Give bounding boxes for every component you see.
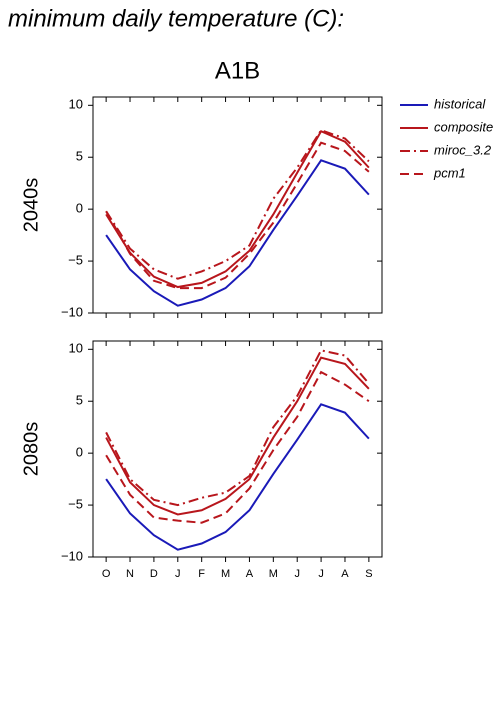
y-tick-label: 10 (69, 97, 83, 112)
x-tick-label: S (365, 568, 372, 580)
x-tick-label: A (246, 568, 254, 580)
plot-frame (92, 340, 383, 558)
y-tick-label: −10 (61, 304, 83, 319)
series-line (105, 141, 370, 290)
x-tick-label: D (150, 568, 158, 580)
legend-label: pcm1 (433, 165, 466, 180)
series-line (105, 370, 370, 524)
x-tick-label: N (126, 568, 134, 580)
page-title: minimum daily temperature (C): (8, 5, 344, 32)
x-tick-label: J (175, 568, 181, 580)
y-tick-label: 5 (76, 393, 83, 408)
x-tick-label: J (318, 568, 324, 580)
y-tick-label: 10 (69, 341, 83, 356)
x-tick-label: F (198, 568, 205, 580)
series-line (105, 403, 370, 551)
series-line (105, 129, 370, 289)
plot-frame (92, 96, 383, 314)
y-tick-label: −10 (61, 548, 83, 563)
y-tick-label: 5 (76, 149, 83, 164)
x-tick-label: M (269, 568, 278, 580)
x-tick-label: J (294, 568, 300, 580)
y-tick-label: 0 (76, 445, 83, 460)
legend-label: historical (434, 96, 486, 111)
series-line (105, 349, 370, 507)
y-tick-label: −5 (68, 253, 83, 268)
series-line (105, 129, 370, 280)
y-tick-label: 0 (76, 201, 83, 216)
y-axis-label: 2040s (20, 178, 42, 233)
x-tick-label: A (341, 568, 349, 580)
series-line (105, 356, 370, 516)
series-line (105, 159, 370, 307)
y-tick-label: −5 (68, 497, 83, 512)
legend-label: miroc_3.2 (434, 142, 492, 157)
x-tick-label: O (102, 568, 111, 580)
panel-title: A1B (215, 57, 260, 84)
legend-label: composite (434, 119, 493, 134)
y-axis-label: 2080s (20, 422, 42, 477)
x-tick-label: M (221, 568, 230, 580)
